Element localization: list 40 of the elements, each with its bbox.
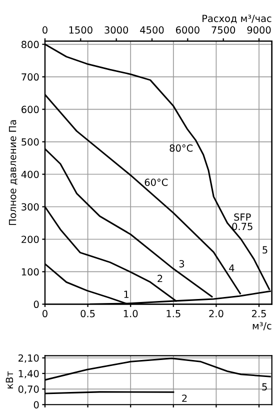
y-tick-label: 600 [22,106,39,114]
y-tick-label: 700 [22,73,39,81]
y-tick-label: 0 [34,401,39,408]
x2-tick-label: 0 [42,26,48,34]
x2-tick-label: 6000 [176,26,200,34]
y-axis-title: Полное давление Па [8,120,18,225]
series-label: 5 [262,383,267,391]
x2-tick-label: 9000 [247,26,271,34]
y-tick-label: 300 [22,203,39,211]
y-tick-label: 800 [22,40,39,48]
series-label: 3 [179,260,184,268]
series-label: 2 [182,394,187,402]
x-tick-label: 0.5 [80,310,95,318]
y-tick-label: 0 [34,300,39,308]
series-label: 2 [158,274,162,282]
y-tick-label: 200 [22,236,39,244]
y-tick-label: 500 [22,138,39,146]
y-tick-label: 400 [21,170,39,178]
x-tick-label: 2.5 [252,310,266,318]
annotation: 80°C [170,144,193,152]
x2-tick-label: 3000 [104,26,128,34]
y-tick-label: 100 [22,268,39,276]
x2-tick-label: 1500 [69,26,92,34]
x-tick-label: 1.5 [166,310,180,318]
series-label: 5 [262,246,268,254]
annotation: SFP 0.75 [232,213,252,230]
x2-axis-title: Расход м³/час [202,14,272,24]
x2-tick-label: 4500 [140,26,164,34]
series-label: 1 [124,290,129,298]
y-axis-title: кВт [6,371,13,388]
x2-tick-label: 7500 [212,26,236,34]
x-axis-title: м³/с [252,322,272,330]
series-label: 4 [229,264,234,272]
y-tick-label: 0,70 [18,386,39,394]
y-tick-label: 1,40 [18,370,39,378]
x-tick-label: 1.0 [124,310,138,318]
annotation: 60°C [144,178,168,186]
x-tick-label: 0 [42,310,48,318]
x-tick-label: 2.0 [209,310,224,318]
y-tick-label: 2,10 [18,354,39,363]
